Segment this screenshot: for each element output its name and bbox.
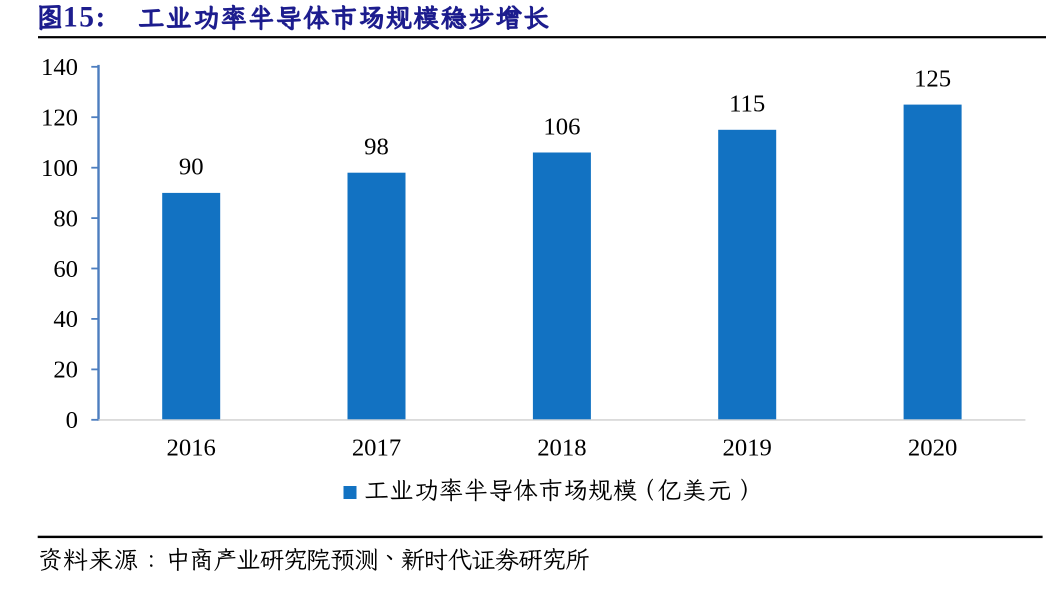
svg-text:2016: 2016	[167, 435, 216, 462]
svg-text:15:: 15:	[63, 2, 107, 34]
svg-text:2018: 2018	[537, 435, 586, 462]
svg-text:2020: 2020	[908, 435, 957, 462]
svg-text:20: 20	[53, 357, 78, 384]
svg-text:125: 125	[914, 65, 951, 92]
svg-text:106: 106	[543, 113, 580, 140]
svg-text:0: 0	[66, 407, 78, 434]
svg-text:80: 80	[53, 205, 78, 232]
svg-text:2019: 2019	[723, 435, 772, 462]
svg-text:2017: 2017	[352, 435, 401, 462]
svg-text:98: 98	[364, 134, 389, 161]
svg-text:115: 115	[729, 91, 765, 118]
svg-text:140: 140	[41, 54, 78, 81]
svg-text:90: 90	[179, 154, 204, 181]
svg-text:120: 120	[41, 105, 78, 132]
svg-text:60: 60	[53, 256, 78, 283]
svg-text:100: 100	[41, 155, 78, 182]
svg-text:40: 40	[53, 306, 78, 333]
